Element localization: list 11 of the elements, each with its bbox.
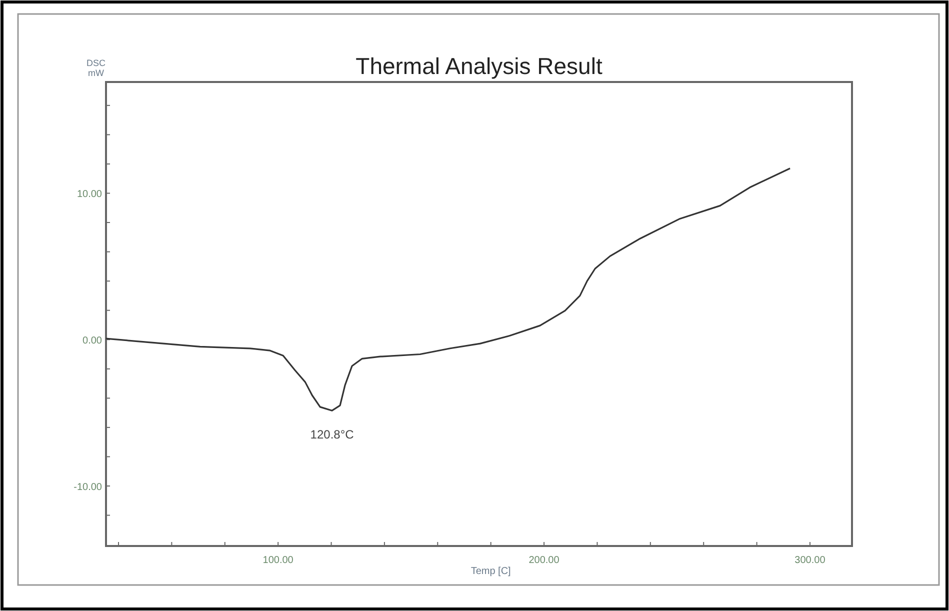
x-axis-title: Temp [C] (470, 566, 512, 577)
y-tick-label: 10.00 (76, 189, 102, 200)
y-tick-label: -10.00 (74, 482, 102, 493)
x-tick-label: 100.00 (262, 555, 294, 566)
y-axis-title: DSC mW (86, 58, 106, 78)
x-tick-label: 200.00 (528, 555, 560, 566)
x-tick-label: 300.00 (794, 555, 826, 566)
y-tick-label: 0.00 (82, 336, 102, 347)
annotation: 120.8°C (310, 428, 354, 442)
line-series (105, 168, 791, 412)
chart-title: Thermal Analysis Result (356, 53, 603, 79)
